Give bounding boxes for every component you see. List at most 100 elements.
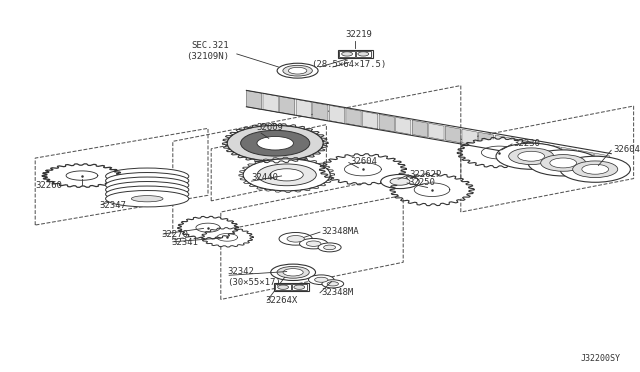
Ellipse shape <box>287 235 305 242</box>
Polygon shape <box>528 141 543 157</box>
FancyBboxPatch shape <box>292 284 307 290</box>
Ellipse shape <box>289 67 307 74</box>
Ellipse shape <box>395 176 469 204</box>
Ellipse shape <box>106 173 189 189</box>
Polygon shape <box>445 126 461 143</box>
Ellipse shape <box>318 243 341 252</box>
Polygon shape <box>296 99 312 118</box>
Polygon shape <box>362 111 378 129</box>
Text: 32348MA: 32348MA <box>321 227 359 236</box>
Ellipse shape <box>227 125 323 161</box>
Polygon shape <box>495 135 510 151</box>
Ellipse shape <box>294 285 305 289</box>
Ellipse shape <box>307 241 321 246</box>
Ellipse shape <box>283 269 303 276</box>
Ellipse shape <box>541 155 586 171</box>
Ellipse shape <box>270 169 303 181</box>
Ellipse shape <box>573 161 618 177</box>
Ellipse shape <box>518 151 545 161</box>
Polygon shape <box>561 147 577 162</box>
Ellipse shape <box>509 148 554 164</box>
Ellipse shape <box>528 150 598 176</box>
Ellipse shape <box>106 168 189 185</box>
Polygon shape <box>429 123 444 140</box>
Ellipse shape <box>271 264 316 280</box>
Polygon shape <box>512 138 527 154</box>
Polygon shape <box>578 150 593 165</box>
Polygon shape <box>412 120 428 137</box>
Polygon shape <box>396 117 411 135</box>
Ellipse shape <box>324 155 401 183</box>
Polygon shape <box>280 96 295 115</box>
Text: 32341: 32341 <box>172 238 198 247</box>
Ellipse shape <box>381 174 419 189</box>
Ellipse shape <box>241 130 310 156</box>
Ellipse shape <box>106 177 189 193</box>
Ellipse shape <box>47 165 117 186</box>
Text: 32219: 32219 <box>345 30 372 39</box>
Ellipse shape <box>462 139 536 166</box>
Ellipse shape <box>315 277 328 282</box>
Polygon shape <box>479 132 494 148</box>
Ellipse shape <box>131 187 163 193</box>
Text: 32440: 32440 <box>251 173 278 182</box>
Ellipse shape <box>131 173 163 179</box>
Text: 32342
(30×55×17): 32342 (30×55×17) <box>227 267 281 287</box>
Ellipse shape <box>106 186 189 202</box>
Ellipse shape <box>131 191 163 197</box>
Ellipse shape <box>390 178 410 185</box>
FancyBboxPatch shape <box>338 50 373 58</box>
Text: 32260: 32260 <box>35 181 62 190</box>
Ellipse shape <box>322 280 344 288</box>
Ellipse shape <box>560 156 630 182</box>
Ellipse shape <box>204 229 250 246</box>
Polygon shape <box>545 144 560 159</box>
Ellipse shape <box>243 159 330 191</box>
Polygon shape <box>263 93 278 112</box>
Ellipse shape <box>496 143 566 169</box>
Text: 32270: 32270 <box>161 230 188 239</box>
FancyBboxPatch shape <box>274 283 309 291</box>
Ellipse shape <box>277 63 318 78</box>
Ellipse shape <box>358 52 369 56</box>
Ellipse shape <box>300 238 328 249</box>
FancyBboxPatch shape <box>275 284 291 290</box>
Ellipse shape <box>131 196 163 202</box>
Text: 32604: 32604 <box>351 157 378 166</box>
Text: 32262P: 32262P <box>410 170 442 179</box>
Text: 32604: 32604 <box>613 145 640 154</box>
Ellipse shape <box>342 52 353 56</box>
Ellipse shape <box>277 266 309 278</box>
Ellipse shape <box>257 137 293 150</box>
Ellipse shape <box>279 232 312 245</box>
Text: SEC.321
(32109N): SEC.321 (32109N) <box>186 41 229 61</box>
Ellipse shape <box>550 158 577 168</box>
Text: 32609: 32609 <box>256 123 283 132</box>
FancyBboxPatch shape <box>339 51 355 57</box>
Ellipse shape <box>106 182 189 198</box>
FancyBboxPatch shape <box>356 51 371 57</box>
Ellipse shape <box>131 177 163 184</box>
Ellipse shape <box>278 285 289 289</box>
Polygon shape <box>379 114 394 132</box>
Polygon shape <box>595 153 610 168</box>
Ellipse shape <box>257 164 316 186</box>
Ellipse shape <box>283 65 312 76</box>
Text: J32200SY: J32200SY <box>581 354 621 363</box>
Polygon shape <box>330 105 344 124</box>
Ellipse shape <box>327 282 339 286</box>
Text: 32230: 32230 <box>513 139 540 148</box>
Polygon shape <box>246 90 262 110</box>
Polygon shape <box>313 102 328 121</box>
Text: 32347: 32347 <box>99 201 126 210</box>
Text: (28.5×64×17.5): (28.5×64×17.5) <box>311 60 387 69</box>
Polygon shape <box>346 108 361 126</box>
Text: 32348M: 32348M <box>321 288 353 296</box>
Ellipse shape <box>181 218 235 238</box>
Text: 32264X: 32264X <box>266 296 298 305</box>
Ellipse shape <box>324 245 335 250</box>
Ellipse shape <box>308 275 334 285</box>
Text: 32250: 32250 <box>408 178 435 187</box>
Ellipse shape <box>106 190 189 207</box>
Polygon shape <box>462 129 477 145</box>
